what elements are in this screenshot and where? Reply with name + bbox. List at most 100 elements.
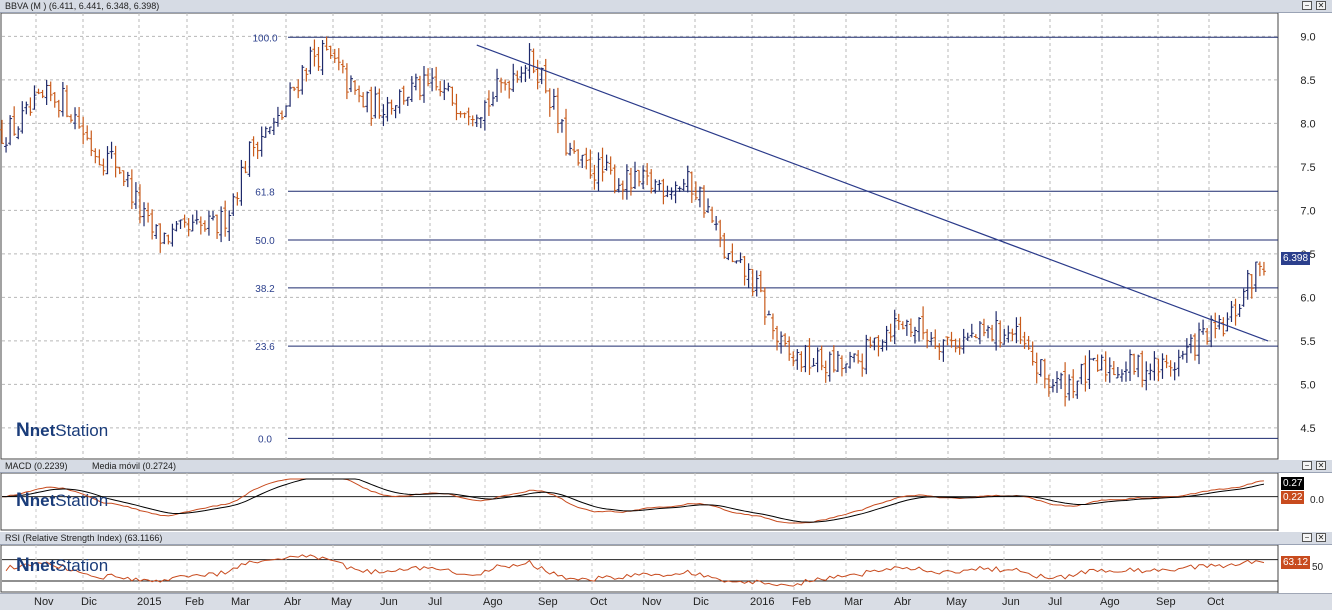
- ohlc-bar: [633, 161, 637, 190]
- ohlc-bar: [880, 339, 885, 352]
- ohlc-bar: [288, 82, 293, 107]
- minimize-icon[interactable]: −: [1302, 533, 1312, 542]
- ohlc-bar: [535, 59, 540, 90]
- fib-level-label: 38.2: [255, 284, 275, 295]
- ohlc-bar: [332, 48, 337, 63]
- rsi-panel-window-buttons: − ✕: [1298, 533, 1326, 544]
- ohlc-bar: [908, 318, 913, 338]
- ohlc-bar: [4, 137, 9, 153]
- ohlc-bar: [864, 334, 869, 375]
- ohlc-bar: [52, 92, 57, 108]
- ohlc-bar: [904, 319, 909, 336]
- x-tick-label: Abr: [894, 596, 912, 608]
- ohlc-bar: [775, 325, 780, 351]
- ohlc-bar: [807, 338, 812, 375]
- ohlc-bar: [1180, 350, 1185, 360]
- ohlc-bar: [1103, 351, 1108, 382]
- ohlc-bar: [478, 116, 483, 129]
- ohlc-bar: [186, 218, 191, 237]
- ohlc-bar: [64, 85, 69, 118]
- ohlc-bar: [385, 96, 390, 122]
- minimize-icon[interactable]: −: [1302, 1, 1312, 10]
- ohlc-bar: [1237, 303, 1242, 317]
- last-price-tag: 6.398: [1281, 252, 1311, 265]
- ohlc-bar: [1225, 312, 1230, 332]
- y-tick-label: 5.0: [1300, 379, 1315, 391]
- ohlc-bar: [442, 79, 447, 101]
- ohlc-bar: [1229, 301, 1234, 322]
- ohlc-bar: [568, 142, 573, 156]
- ohlc-bar: [20, 101, 25, 134]
- fib-level-label: 61.8: [255, 187, 275, 198]
- ohlc-bar: [839, 355, 844, 377]
- ohlc-bar: [852, 353, 857, 363]
- ohlc-bar: [495, 68, 500, 102]
- macd-panel-header: MACD (0.2239) Media móvil (0.2724) − ✕: [0, 460, 1332, 473]
- ohlc-bar: [892, 309, 897, 345]
- macd-chart-panel[interactable]: [0, 472, 1332, 531]
- rsi-chart[interactable]: [0, 544, 1332, 593]
- ohlc-bar: [1030, 341, 1035, 366]
- price-chart[interactable]: 9.08.58.07.57.06.56.05.55.04.5100.061.85…: [0, 12, 1332, 460]
- y-tick-label: 8.0: [1300, 118, 1315, 130]
- ohlc-bar: [1156, 358, 1161, 382]
- ohlc-bar: [393, 105, 398, 119]
- ohlc-bar: [89, 130, 94, 157]
- ohlc-bar: [162, 232, 167, 245]
- ohlc-bar: [1050, 379, 1055, 393]
- ohlc-bar: [961, 328, 966, 354]
- netstation-logo: NnetStation: [16, 420, 109, 441]
- ohlc-bar: [8, 115, 13, 146]
- ohlc-bar: [653, 179, 658, 194]
- ohlc-bar: [247, 141, 252, 177]
- minimize-icon[interactable]: −: [1302, 461, 1312, 470]
- ohlc-bar: [434, 66, 439, 91]
- ohlc-bar: [884, 325, 889, 351]
- ohlc-bar: [24, 101, 29, 115]
- x-tick-label: Nov: [642, 596, 662, 608]
- ohlc-bar: [835, 350, 840, 372]
- ohlc-bar: [1172, 362, 1177, 381]
- ohlc-bar: [856, 350, 861, 364]
- ohlc-bar: [125, 171, 130, 188]
- ohlc-bar: [645, 163, 650, 186]
- ohlc-bar: [539, 67, 544, 85]
- close-icon[interactable]: ✕: [1316, 461, 1326, 470]
- x-tick-label: Mar: [231, 596, 250, 608]
- ohlc-bar: [142, 202, 147, 227]
- trendline: [476, 44, 1269, 342]
- ohlc-bar: [1261, 261, 1266, 276]
- ohlc-bar: [219, 206, 224, 243]
- ohlc-bar: [85, 125, 90, 141]
- close-icon[interactable]: ✕: [1316, 533, 1326, 542]
- plot-frame: [0, 544, 1279, 593]
- ohlc-bar: [925, 329, 930, 349]
- ohlc-bar: [547, 88, 552, 117]
- ohlc-bar: [129, 169, 134, 210]
- ohlc-bar: [146, 202, 151, 223]
- y-tick-label: 4.5: [1300, 423, 1315, 435]
- macd-chart[interactable]: [0, 472, 1332, 531]
- close-icon[interactable]: ✕: [1316, 1, 1326, 10]
- rsi-chart-panel[interactable]: [0, 544, 1332, 593]
- ohlc-bar: [791, 351, 796, 367]
- ohlc-bar: [661, 178, 666, 205]
- ohlc-bar: [255, 141, 260, 159]
- ohlc-bar: [616, 178, 621, 193]
- x-tick-label: Jul: [428, 596, 443, 608]
- fib-level-label: 23.6: [255, 342, 275, 353]
- price-chart-panel[interactable]: 9.08.58.07.57.06.56.05.55.04.5100.061.85…: [0, 12, 1332, 460]
- ohlc-bar: [320, 40, 325, 76]
- ohlc-bar: [101, 158, 106, 176]
- ohlc-bar: [872, 337, 877, 351]
- y-tick-label: 9.0: [1300, 31, 1315, 43]
- ohlc-bar: [271, 117, 276, 136]
- ohlc-bar: [0, 119, 4, 144]
- ohlc-bar: [945, 336, 950, 346]
- ohlc-bar: [637, 169, 642, 187]
- ohlc-bar: [202, 220, 207, 232]
- ohlc-bar: [40, 89, 45, 99]
- rsi-line: [5, 554, 1265, 587]
- ohlc-bar: [365, 91, 370, 113]
- ohlc-bar: [458, 111, 463, 118]
